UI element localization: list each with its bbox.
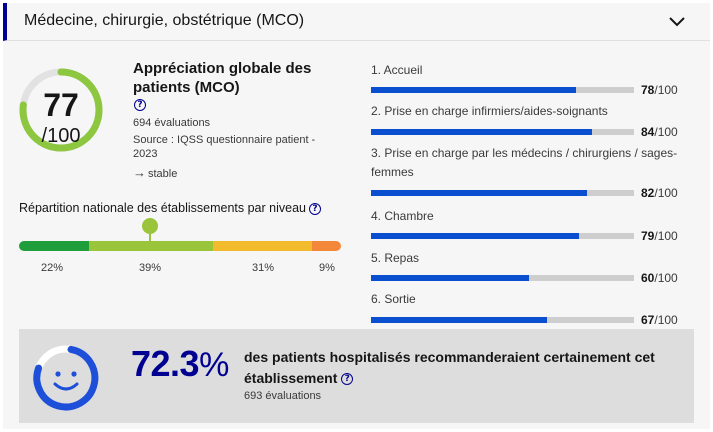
recommendation-text: des patients hospitalisés recommanderaie… (244, 347, 684, 389)
criterion-score: 60/100 (641, 271, 678, 285)
criterion-label: 1. Accueil (371, 63, 423, 77)
trend-label: stable (148, 168, 178, 180)
section-title: Médecine, chirurgie, obstétrique (MCO) (24, 12, 305, 29)
help-icon[interactable]: ? (134, 99, 146, 111)
criterion-score: 67/100 (641, 313, 678, 327)
criterion-label: 6. Sortie (371, 292, 416, 306)
criterion-bar (371, 129, 634, 135)
criterion-bar (371, 87, 634, 93)
criterion-bar (371, 317, 634, 323)
distribution-label: 9% (319, 262, 335, 274)
criterion-score: 79/100 (641, 229, 678, 243)
accordion-header[interactable]: Médecine, chirurgie, obstétrique (MCO) (3, 3, 710, 41)
accordion-body: 77 /100 Appréciation globale des patient… (3, 41, 710, 429)
recommendation-evaluations: 693 évaluations (244, 390, 322, 402)
mco-card: Médecine, chirurgie, obstétrique (MCO) 7… (3, 3, 710, 429)
distribution-segment (19, 241, 90, 251)
recommendation-value: 72.3% (131, 343, 229, 385)
global-evaluations: 694 évaluations (133, 117, 211, 129)
criterion-bar-fill (371, 190, 587, 196)
criterion-bar-fill (371, 275, 529, 281)
smiley-icon (33, 345, 99, 411)
criterion-label: 3. Prise en charge par les médecins / ch… (371, 146, 678, 179)
distribution-label: 39% (139, 262, 162, 274)
criterion-label: 2. Prise en charge infirmiers/aides-soig… (371, 104, 608, 118)
criterion-label: 4. Chambre (371, 209, 434, 223)
distribution-label: 31% (252, 262, 275, 274)
criterion-bar (371, 275, 634, 281)
criterion-bar-fill (371, 233, 579, 239)
global-trend: → stable (133, 165, 177, 180)
distribution-segment (213, 241, 313, 251)
help-icon[interactable]: ? (341, 373, 354, 386)
distribution-bar (19, 241, 341, 251)
repartition-title-text: Répartition nationale des établissements… (19, 201, 306, 215)
criterion-score: 78/100 (641, 83, 678, 97)
global-title: Appréciation globale des patients (MCO) (133, 60, 312, 96)
score-gauge-arc (19, 68, 103, 152)
level-marker-icon (142, 218, 158, 245)
global-source: Source : IQSS questionnaire patient - 20… (133, 134, 316, 160)
recommendation-text-label: des patients hospitalisés recommanderaie… (244, 349, 655, 386)
criterion-bar-fill (371, 129, 592, 135)
recommendation-percent-sign: % (199, 346, 229, 384)
criterion-bar (371, 190, 634, 196)
global-score: 77 (43, 87, 79, 123)
criterion-score: 84/100 (641, 125, 678, 139)
help-icon[interactable]: ? (308, 202, 321, 215)
chevron-down-icon[interactable] (668, 13, 686, 31)
distribution-label: 22% (41, 262, 64, 274)
distribution-segment (89, 241, 214, 251)
criterion-label: 5. Repas (371, 251, 420, 265)
global-score-denominator: /100 (41, 125, 81, 147)
criterion-score: 82/100 (641, 186, 678, 200)
recommendation-number: 72.3 (131, 343, 200, 384)
recommendation-panel: 72.3% des patients hospitalisés recomman… (19, 329, 694, 423)
distribution-segment (312, 241, 341, 251)
arrow-right-icon: → (133, 165, 146, 180)
repartition-title: Répartition nationale des établissements… (19, 201, 321, 215)
score-gauge (19, 68, 103, 152)
criterion-bar (371, 233, 634, 239)
criterion-bar-fill (371, 87, 577, 93)
criterion-bar-fill (371, 317, 548, 323)
